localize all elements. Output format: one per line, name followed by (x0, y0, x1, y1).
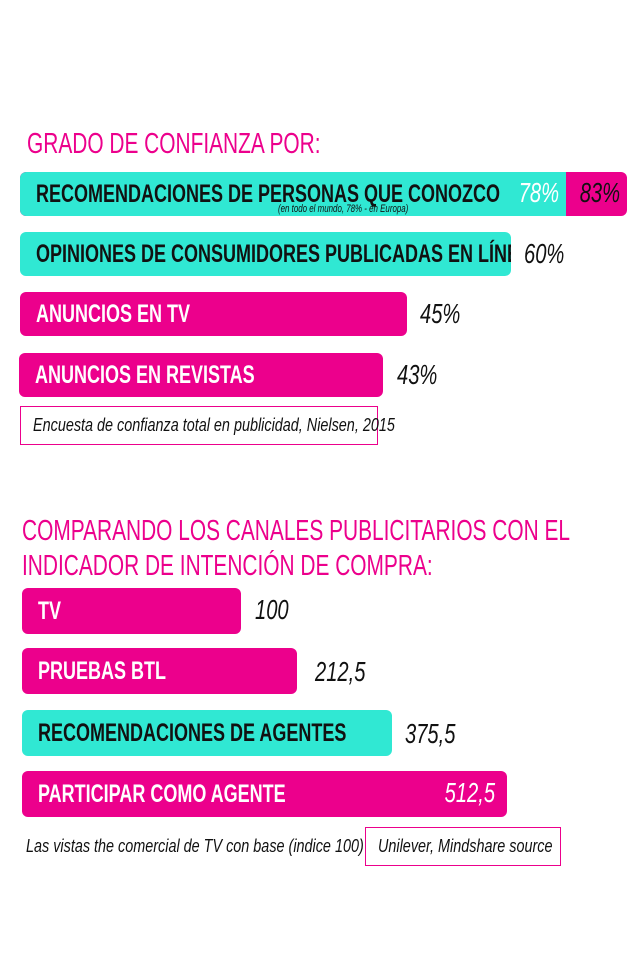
bar-label: ANUNCIOS EN TV (36, 299, 191, 328)
bar-label: RECOMENDACIONES DE PERSONAS QUE CONOZCO (36, 179, 501, 208)
source-box: Unilever, Mindshare source (365, 827, 561, 866)
bar-pruebas-btl: PRUEBAS BTL (22, 648, 297, 694)
value-label: 45% (420, 298, 461, 329)
chart2-title-line2: INDICADOR DE INTENCIÓN DE COMPRA: (22, 550, 433, 582)
bar-label: PARTICIPAR COMO AGENTE (38, 779, 286, 808)
footnote: Las vistas the comercial de TV con base … (26, 836, 364, 856)
value-label: 212,5 (315, 656, 366, 687)
source-box: Encuesta de confianza total en publicida… (20, 406, 395, 445)
bar-label: PRUEBAS BTL (38, 656, 167, 685)
value-label: 512,5 (444, 777, 495, 808)
bar-label: ANUNCIOS EN REVISTAS (35, 360, 255, 389)
bar-tv: TV (22, 588, 241, 634)
bar-label: RECOMENDACIONES DE AGENTES (38, 718, 347, 747)
value-label: 83% (579, 177, 620, 208)
value-label: 375,5 (405, 718, 456, 749)
chart1-title: GRADO DE CONFIANZA POR: (27, 128, 321, 160)
bar-recomendaciones-personas: RECOMENDACIONES DE PERSONAS QUE CONOZCO … (20, 172, 627, 216)
bar-opiniones-consumidores: OPINIONES DE CONSUMIDORES PUBLICADAS EN … (20, 232, 511, 276)
chart2-title-line1: COMPARANDO LOS CANALES PUBLICITARIOS CON… (22, 515, 571, 547)
bar-label: TV (38, 596, 62, 625)
bar-recomendaciones-agentes: RECOMENDACIONES DE AGENTES (22, 710, 392, 756)
bar-participar-agente: PARTICIPAR COMO AGENTE 512,5 (22, 771, 507, 817)
value-label: 60% (524, 238, 565, 269)
value-label: 43% (397, 359, 438, 390)
bar-anuncios-tv: ANUNCIOS EN TV (20, 292, 407, 336)
bar-annotation: (en todo el mundo, 78% - en Europa) (278, 203, 409, 215)
value-label-secondary: 78% (518, 177, 559, 208)
bar-secondary-europa (20, 172, 566, 216)
bar-anuncios-revistas: ANUNCIOS EN REVISTAS (19, 353, 383, 397)
bar-label: OPINIONES DE CONSUMIDORES PUBLICADAS EN … (36, 239, 511, 268)
value-label: 100 (255, 594, 289, 625)
